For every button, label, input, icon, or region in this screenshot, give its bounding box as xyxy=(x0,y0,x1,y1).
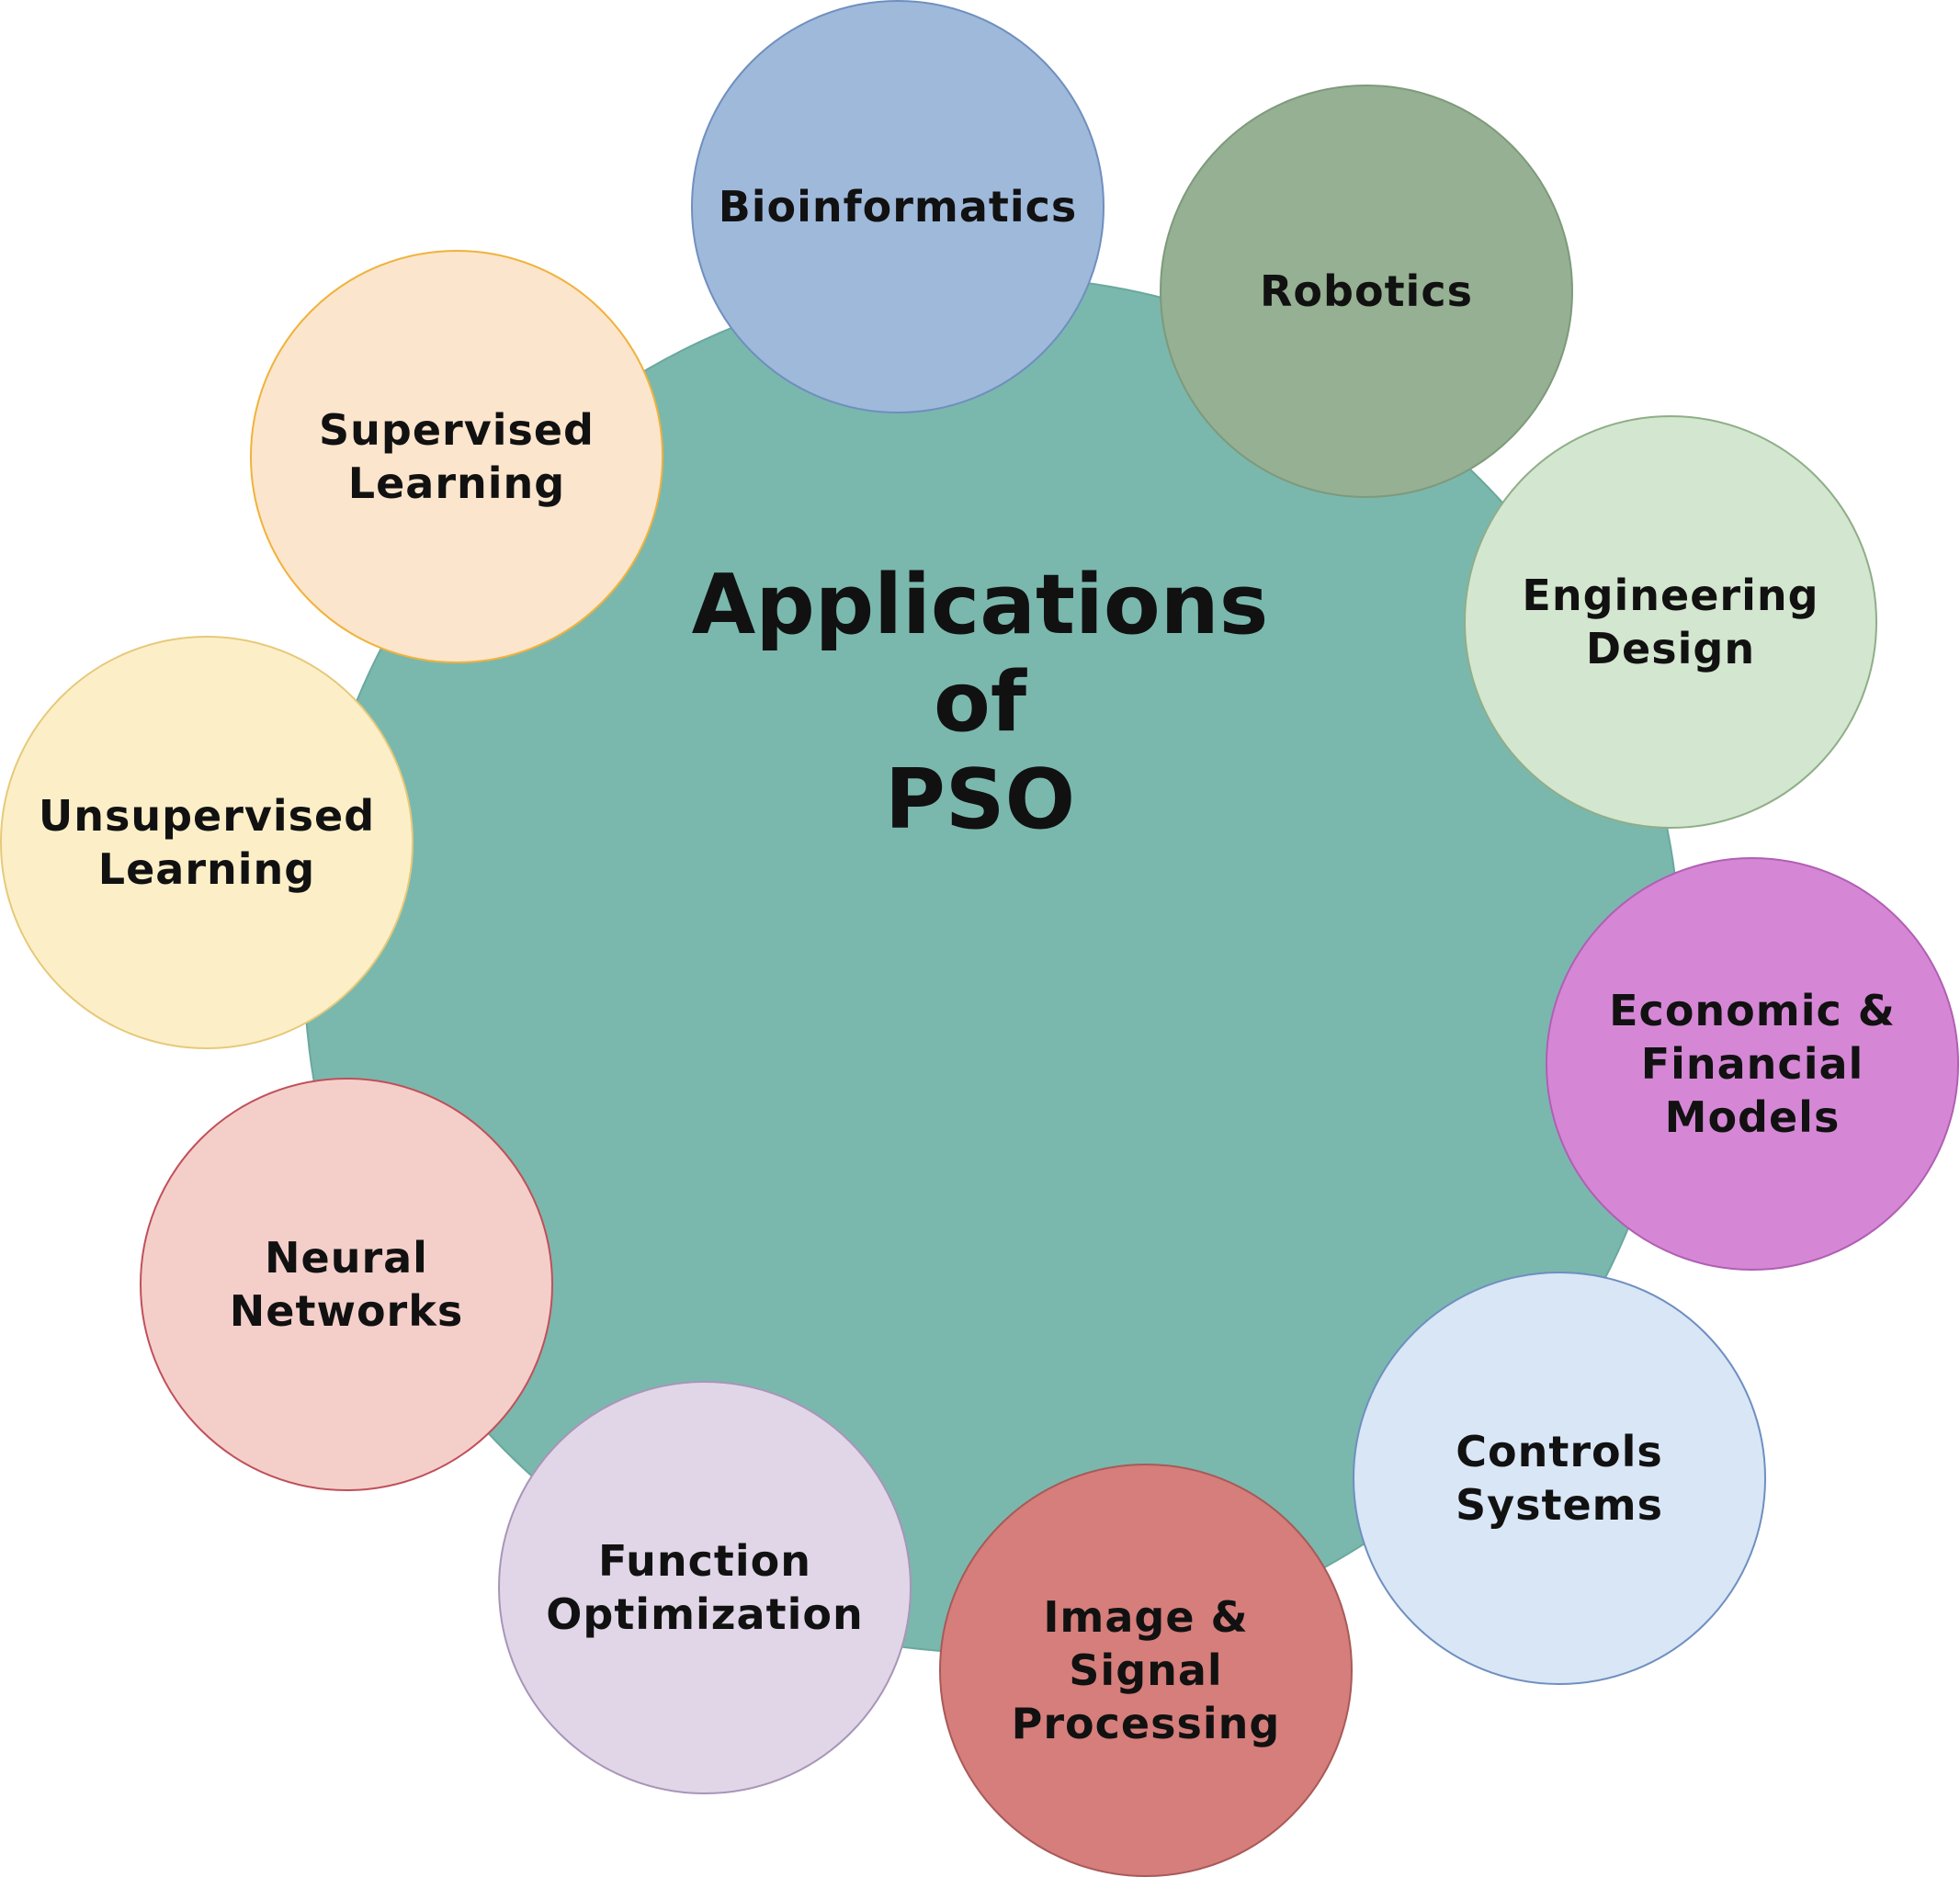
node-label-line: Models xyxy=(1664,1092,1841,1142)
node-supervised-learning: Supervised Learning xyxy=(250,250,663,663)
node-label: Supervised Learning xyxy=(300,403,613,510)
node-label-line: Image & xyxy=(1043,1592,1249,1642)
node-controls-systems: Controls Systems xyxy=(1353,1272,1766,1685)
node-function-optimization: Function Optimization xyxy=(498,1381,912,1794)
center-title-line-2: of xyxy=(934,654,1026,751)
node-label-line: Processing xyxy=(1011,1699,1281,1748)
node-engineering-design: Engineering Design xyxy=(1464,415,1877,829)
node-label: Controls Systems xyxy=(1437,1425,1682,1532)
node-label: Function Optimization xyxy=(527,1534,881,1641)
node-label: Bioinformatics xyxy=(700,180,1096,233)
center-title: Applications of PSO xyxy=(0,557,1960,849)
node-label-line: Networks xyxy=(229,1286,464,1336)
node-label: Economic & Financial Models xyxy=(1591,984,1914,1144)
node-label-line: Learning xyxy=(97,844,316,894)
center-title-line-3: PSO xyxy=(884,752,1076,848)
node-label-line: Learning xyxy=(347,458,566,508)
node-label: Robotics xyxy=(1241,265,1491,318)
node-label-line: Unsupervised xyxy=(38,791,376,841)
node-image-signal-processing: Image & Signal Processing xyxy=(939,1464,1353,1877)
node-label-line: Systems xyxy=(1456,1480,1663,1530)
node-label-line: Supervised xyxy=(319,405,595,455)
node-economic-financial-models: Economic & Financial Models xyxy=(1546,857,1959,1271)
node-label: Unsupervised Learning xyxy=(20,789,393,896)
node-label-line: Neural xyxy=(265,1233,428,1283)
node-label-line: Optimization xyxy=(546,1589,864,1639)
node-label-line: Engineering xyxy=(1522,571,1819,620)
node-bioinformatics: Bioinformatics xyxy=(691,0,1105,413)
node-label: Image & Signal Processing xyxy=(993,1590,1299,1750)
node-unsupervised-learning: Unsupervised Learning xyxy=(0,636,414,1049)
node-label-line: Function xyxy=(597,1536,811,1586)
node-label-line: Financial xyxy=(1640,1039,1864,1089)
node-label: Engineering Design xyxy=(1503,569,1837,675)
node-label-line: Controls xyxy=(1456,1427,1663,1476)
center-title-line-1: Applications xyxy=(691,557,1269,653)
node-label-line: Design xyxy=(1585,624,1756,673)
node-label: Neural Networks xyxy=(211,1231,482,1338)
node-robotics: Robotics xyxy=(1160,85,1573,498)
node-label-line: Bioinformatics xyxy=(718,182,1078,232)
node-label-line: Robotics xyxy=(1260,266,1473,316)
node-label-line: Economic & xyxy=(1609,986,1896,1035)
node-label-line: Signal xyxy=(1069,1645,1223,1695)
node-neural-networks: Neural Networks xyxy=(140,1078,553,1491)
